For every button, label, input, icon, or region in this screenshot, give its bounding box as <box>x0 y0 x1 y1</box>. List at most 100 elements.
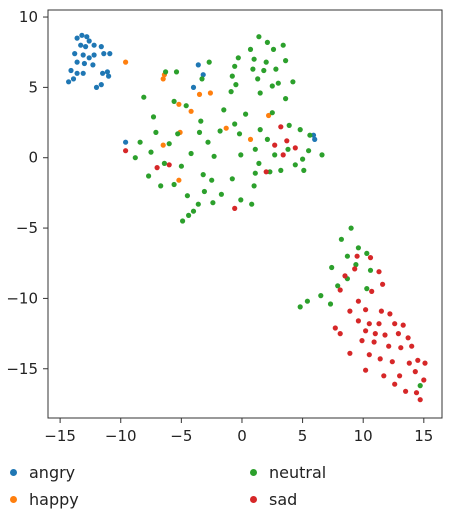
point-neutral <box>327 301 334 307</box>
point-neutral <box>247 46 254 53</box>
point-angry <box>68 67 74 74</box>
point-neutral <box>221 107 227 113</box>
data-points <box>66 32 428 403</box>
point-neutral <box>297 304 303 310</box>
point-neutral <box>252 170 258 176</box>
point-neutral <box>210 200 216 206</box>
point-neutral <box>256 34 262 40</box>
point-angry <box>123 139 129 145</box>
point-neutral <box>178 163 184 169</box>
point-angry <box>84 34 90 40</box>
point-neutral <box>186 212 192 218</box>
point-angry <box>86 38 92 44</box>
point-neutral <box>364 286 370 292</box>
point-neutral <box>278 167 284 173</box>
point-neutral <box>217 128 223 134</box>
point-angry <box>74 35 80 41</box>
point-sad <box>284 138 290 144</box>
point-sad <box>347 308 353 314</box>
point-sad <box>166 162 172 168</box>
point-sad <box>395 331 401 337</box>
point-sad <box>381 373 387 379</box>
point-neutral <box>148 149 154 155</box>
legend-marker-neutral <box>250 469 257 476</box>
point-neutral <box>257 127 263 133</box>
point-angry <box>93 84 100 90</box>
point-neutral <box>417 383 423 389</box>
point-sad <box>278 124 284 130</box>
point-sad <box>376 321 382 327</box>
point-sad <box>363 307 369 313</box>
x-tick-label: 5 <box>298 427 308 445</box>
point-sad <box>377 356 383 362</box>
point-neutral <box>270 46 277 53</box>
point-neutral <box>205 139 211 145</box>
point-neutral <box>285 146 291 152</box>
point-neutral <box>188 150 194 157</box>
point-sad <box>415 357 421 363</box>
point-neutral <box>238 152 244 158</box>
point-neutral <box>338 236 344 242</box>
point-neutral <box>329 264 335 271</box>
point-sad <box>332 325 338 331</box>
point-sad <box>292 145 298 151</box>
y-tick-label: −5 <box>16 219 38 237</box>
point-neutral <box>195 201 201 207</box>
point-sad <box>363 367 369 373</box>
scatter-plot: −15 −10 −5 0 5 10 15 −15 −10 −5 0 5 10 <box>6 8 443 445</box>
legend-label-neutral: neutral <box>269 463 327 482</box>
point-happy <box>188 108 194 114</box>
y-tick-label: 0 <box>28 149 38 167</box>
point-angry <box>80 52 86 58</box>
point-neutral <box>175 131 181 137</box>
plot-frame <box>47 9 443 419</box>
point-sad <box>398 345 404 351</box>
point-neutral <box>171 181 177 188</box>
point-neutral <box>238 197 244 203</box>
point-sad <box>354 253 360 259</box>
point-neutral <box>283 58 289 64</box>
point-neutral <box>255 76 261 82</box>
point-neutral <box>229 176 235 182</box>
point-neutral <box>249 201 255 207</box>
point-neutral <box>272 152 278 158</box>
point-neutral <box>280 42 286 48</box>
point-neutral <box>171 98 177 104</box>
point-neutral <box>300 156 306 162</box>
point-sad <box>363 328 369 334</box>
y-tick-label: 5 <box>28 78 38 96</box>
point-neutral <box>273 66 279 72</box>
point-neutral <box>235 55 241 61</box>
point-angry <box>78 42 84 48</box>
point-angry <box>81 60 87 67</box>
point-neutral <box>137 139 143 145</box>
point-neutral <box>283 96 289 102</box>
point-neutral <box>319 152 325 158</box>
point-neutral <box>264 136 270 142</box>
x-tick-label: −5 <box>170 427 192 445</box>
point-neutral <box>306 148 312 154</box>
point-happy <box>123 59 129 65</box>
point-neutral <box>218 191 224 197</box>
y-tick-label: −15 <box>6 360 38 378</box>
point-neutral <box>263 59 269 65</box>
legend-marker-sad <box>250 496 257 503</box>
point-sad <box>421 377 427 383</box>
point-neutral <box>153 129 159 135</box>
point-neutral <box>290 79 296 85</box>
legend-label-happy: happy <box>29 490 79 509</box>
point-neutral <box>158 183 164 189</box>
point-angry <box>91 52 97 58</box>
point-neutral <box>304 298 310 304</box>
point-angry <box>190 84 197 90</box>
x-axis-ticks: −15 −10 −5 0 5 10 15 <box>44 418 433 445</box>
point-happy <box>207 90 213 96</box>
point-angry <box>86 55 92 61</box>
point-sad <box>359 338 365 344</box>
point-sad <box>422 360 428 366</box>
legend-label-angry: angry <box>29 463 76 482</box>
point-neutral <box>198 118 204 124</box>
point-angry <box>200 72 206 78</box>
point-angry <box>312 136 318 142</box>
point-happy <box>176 101 182 107</box>
